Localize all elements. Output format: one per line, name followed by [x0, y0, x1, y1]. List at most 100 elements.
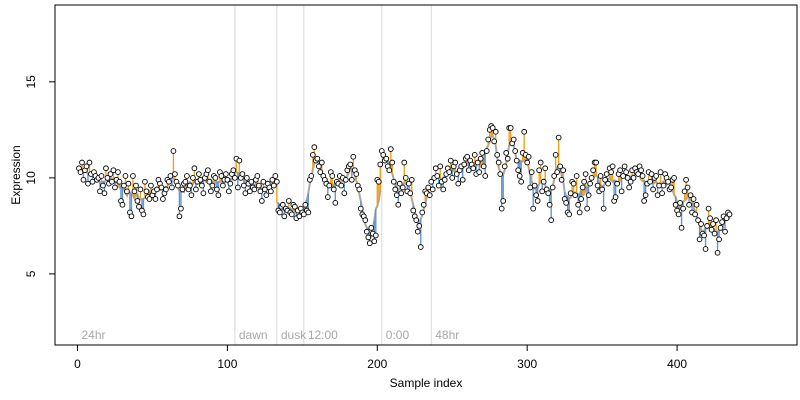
data-point: [476, 169, 483, 175]
data-point: [224, 176, 231, 183]
data-point: [584, 205, 590, 212]
separator-label: 48hr: [435, 328, 459, 342]
data-point: [500, 198, 507, 204]
data-point: [402, 175, 409, 181]
data-point: [557, 163, 564, 170]
data-point: [372, 232, 379, 239]
data-point: [602, 176, 608, 183]
data-point: [148, 182, 154, 189]
data-point: [627, 178, 634, 185]
data-point: [191, 165, 198, 172]
data-point: [599, 186, 605, 193]
data-point: [717, 224, 724, 231]
data-point: [585, 192, 592, 199]
data-point: [143, 188, 150, 195]
data-point: [236, 157, 243, 164]
data-point: [209, 182, 216, 189]
data-point: [116, 178, 123, 185]
data-point: [491, 138, 498, 145]
data-point: [623, 169, 629, 175]
data-point: [386, 167, 393, 174]
data-point: [525, 153, 532, 160]
data-point: [288, 211, 295, 218]
data-point: [503, 150, 510, 156]
data-point: [609, 163, 616, 170]
data-point: [318, 159, 325, 166]
data-point: [200, 190, 207, 197]
data-point: [558, 176, 565, 183]
data-point: [398, 190, 405, 197]
data-point: [281, 213, 288, 220]
data-point: [226, 188, 232, 195]
data-point: [326, 182, 333, 189]
data-point: [549, 184, 556, 191]
data-point: [495, 159, 502, 166]
data-point: [112, 184, 118, 191]
data-point: [160, 196, 166, 202]
data-point: [79, 159, 85, 166]
data-point: [315, 163, 322, 170]
data-point: [83, 163, 90, 170]
data-point: [254, 173, 261, 179]
data-point: [389, 159, 396, 166]
data-point: [100, 182, 106, 189]
data-point: [134, 198, 141, 204]
data-point: [375, 178, 382, 185]
data-point: [713, 217, 719, 223]
data-point: [125, 180, 132, 187]
data-point: [452, 159, 459, 166]
data-point: [178, 205, 184, 212]
y-tick-label: 15: [24, 75, 38, 89]
data-point: [101, 190, 108, 197]
data-point: [464, 153, 471, 160]
data-point: [348, 176, 355, 183]
data-point: [572, 192, 578, 199]
data-point: [477, 155, 484, 162]
data-point: [368, 224, 375, 231]
data-point: [429, 186, 436, 193]
data-point: [681, 188, 688, 195]
data-point: [268, 188, 274, 195]
data-point: [489, 125, 496, 131]
data-point: [726, 211, 733, 218]
data-point: [104, 175, 111, 181]
data-point: [440, 186, 447, 193]
data-point: [317, 169, 324, 175]
data-point: [678, 224, 685, 231]
data-point: [441, 176, 448, 183]
data-point: [686, 201, 692, 208]
data-point: [142, 178, 148, 185]
data-point: [380, 151, 387, 158]
data-point: [332, 200, 339, 206]
data-point: [581, 178, 587, 185]
data-point: [395, 201, 402, 208]
data-point: [390, 178, 397, 185]
data-point: [190, 175, 196, 181]
data-point: [223, 171, 229, 177]
data-point: [414, 228, 421, 235]
data-point: [455, 180, 462, 187]
data-point: [416, 223, 423, 229]
data-point: [215, 192, 222, 199]
y-axis-title: Expression: [9, 145, 23, 204]
data-point: [362, 217, 369, 223]
data-point: [516, 173, 523, 179]
data-point: [533, 192, 540, 199]
data-point: [692, 211, 698, 218]
data-point: [446, 169, 453, 175]
data-point: [128, 213, 135, 220]
data-point: [494, 151, 501, 158]
data-point: [437, 163, 444, 170]
data-point: [119, 201, 126, 208]
data-point: [578, 196, 584, 202]
data-point: [377, 161, 384, 168]
x-axis: 0 100 200 300 400: [74, 345, 687, 371]
data-point: [187, 182, 193, 189]
data-point: [716, 236, 722, 243]
data-point: [371, 238, 378, 245]
data-point: [413, 217, 420, 223]
data-point: [600, 205, 607, 212]
data-point: [311, 144, 318, 150]
data-point: [659, 190, 665, 197]
data-point: [279, 201, 286, 208]
